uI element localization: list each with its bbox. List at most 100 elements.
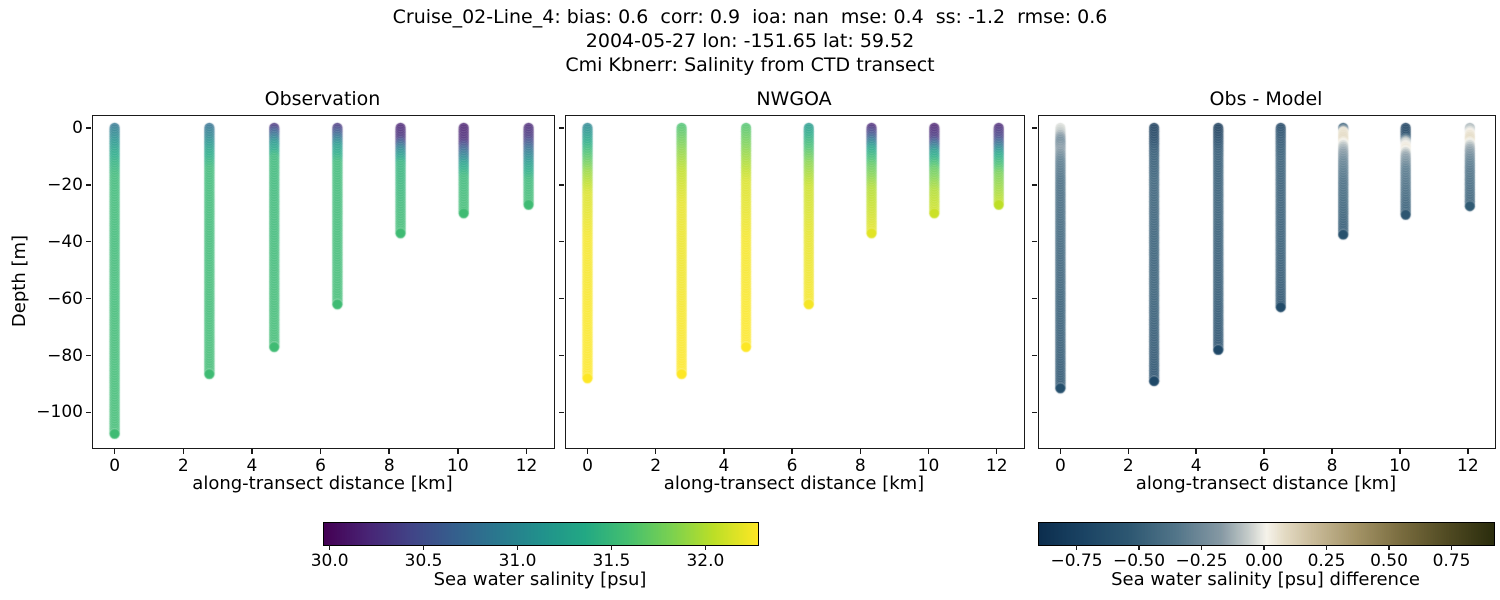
y-tick-mark: [86, 127, 91, 129]
y-tick-mark: [559, 411, 564, 414]
x-tick-mark: [1263, 449, 1265, 454]
x-tick-mark: [1467, 449, 1469, 454]
y-tick-mark: [559, 297, 564, 300]
colorbar-tick-label: −0.25: [1175, 551, 1228, 571]
x-tick-mark: [1331, 449, 1333, 454]
x-tick-label: 0: [109, 456, 121, 476]
y-tick-label: 0: [72, 117, 83, 138]
colorbar-tick-mark: [610, 545, 613, 550]
x-axis-label: along-transect distance [km]: [1135, 473, 1397, 494]
colorbar-tick-label: 0.75: [1432, 551, 1471, 571]
x-tick-label: 8: [854, 456, 866, 476]
title-line-date-position: 2004-05-27 lon: -151.65 lat: 59.52: [585, 30, 915, 52]
y-tick-mark: [559, 184, 564, 186]
colorbar-tick-label: 30.5: [404, 551, 443, 571]
colorbar-tick-label: 31.0: [498, 551, 537, 571]
x-tick-mark: [388, 449, 390, 454]
y-tick-label: −20: [47, 174, 83, 195]
x-tick-mark: [791, 449, 793, 454]
x-tick-mark: [1127, 449, 1130, 454]
x-tick-mark: [182, 449, 185, 454]
y-tick-mark: [86, 297, 91, 300]
y-tick-label: −40: [47, 231, 83, 252]
y-tick-label: −100: [36, 402, 83, 423]
observation-plot-area: 0 2 4 6 8 10 12 0 −20 −40 −60 −80 −100: [36, 115, 555, 476]
nwgoa-scatter-canvas: [566, 116, 1024, 448]
x-axis-label: along-transect distance [km]: [192, 473, 453, 494]
x-tick-mark: [457, 449, 459, 454]
colorbar-tick-label: −0.75: [1050, 551, 1103, 571]
title-line-variable: Cmi Kbnerr: Salinity from CTD transect: [565, 54, 935, 76]
x-tick-mark: [113, 449, 116, 454]
obs-minus-model-plot-area: 0 2 4 6 8 10 12: [1032, 115, 1496, 476]
y-tick-mark: [559, 240, 564, 243]
colorbar-tick-label: 0.25: [1307, 551, 1346, 571]
x-tick-label: 12: [515, 456, 538, 476]
x-tick-mark: [1399, 449, 1401, 454]
y-tick-mark: [86, 411, 91, 414]
y-tick-label: −60: [47, 288, 83, 309]
obs-minus-model-scatter-canvas: [1039, 116, 1495, 448]
y-tick-mark: [86, 184, 91, 186]
colorbar-tick-mark: [1388, 545, 1390, 550]
colorbar-tick-label: 31.5: [592, 551, 631, 571]
colorbar-tick-mark: [1450, 545, 1453, 550]
colorbar-tick-mark: [328, 545, 331, 550]
x-tick-mark: [251, 449, 253, 454]
x-tick-label: 12: [1457, 456, 1479, 476]
colorbar-tick-label: −0.50: [1112, 551, 1166, 571]
x-tick-label: 12: [985, 456, 1008, 476]
salinity-difference-colorbar-gradient: [1039, 523, 1494, 545]
figure-title: Cruise_02-Line_4: bias: 0.6 corr: 0.9 io…: [0, 5, 1500, 77]
x-tick-label: 8: [383, 456, 395, 476]
title-line-stats: Cruise_02-Line_4: bias: 0.6 corr: 0.9 io…: [392, 6, 1108, 28]
colorbar-tick-label: 30.0: [310, 551, 349, 571]
y-tick-mark: [559, 127, 564, 129]
colorbar-tick-mark: [1263, 545, 1265, 550]
x-tick-label: 10: [1389, 456, 1411, 476]
x-tick-label: 0: [1054, 456, 1066, 476]
colorbar-tick-label: 32.0: [686, 551, 725, 571]
x-tick-label: 8: [1326, 456, 1338, 476]
y-tick-mark: [1032, 184, 1037, 186]
colorbar-tick-label: 0.00: [1245, 551, 1283, 571]
x-tick-mark: [319, 449, 322, 454]
colorbar-tick-mark: [1138, 545, 1140, 550]
x-tick-mark: [927, 449, 930, 454]
x-tick-label: 6: [1258, 456, 1270, 476]
nwgoa-plot-area: 0 2 4 6 8 10 12: [559, 115, 1025, 476]
y-tick-mark: [559, 354, 564, 357]
x-tick-label: 10: [447, 456, 469, 476]
y-tick-mark: [1032, 354, 1037, 357]
x-tick-label: 4: [1190, 456, 1202, 476]
x-tick-mark: [586, 449, 589, 454]
colorbar-tick-mark: [704, 545, 707, 550]
salinity-colorbar-gradient: [324, 523, 758, 545]
x-tick-label: 2: [177, 456, 189, 476]
x-tick-mark: [723, 449, 725, 454]
x-tick-label: 4: [718, 456, 730, 476]
x-tick-label: 2: [1122, 456, 1134, 476]
salinity-colorbar-label: Sea water salinity [psu]: [433, 569, 647, 590]
x-tick-label: 4: [246, 456, 258, 476]
panel-title-observation: Observation: [264, 88, 381, 110]
x-tick-mark: [1195, 449, 1197, 454]
x-tick-label: 10: [917, 456, 940, 476]
observation-scatter-canvas: [93, 116, 554, 448]
y-tick-label: −80: [47, 345, 83, 366]
x-tick-label: 2: [650, 456, 662, 476]
panel-title-obs-minus-model: Obs - Model: [1209, 88, 1323, 110]
x-tick-label: 0: [582, 456, 593, 476]
salinity-difference-colorbar: −0.75 −0.50 −0.25 0.00 0.25 0.50 0.75: [1038, 522, 1495, 571]
y-tick-mark: [1032, 127, 1037, 129]
colorbar-tick-mark: [516, 545, 519, 550]
y-tick-mark: [86, 240, 91, 243]
colorbar-tick-mark: [1075, 545, 1078, 550]
colorbar-tick-mark: [1200, 545, 1203, 550]
colorbar-tick-mark: [422, 545, 425, 550]
x-tick-mark: [859, 449, 862, 454]
x-tick-mark: [995, 449, 998, 454]
salinity-colorbar: 30.0 30.5 31.0 31.5 32.0: [311, 522, 759, 571]
panel-title-nwgoa: NWGOA: [756, 88, 832, 110]
